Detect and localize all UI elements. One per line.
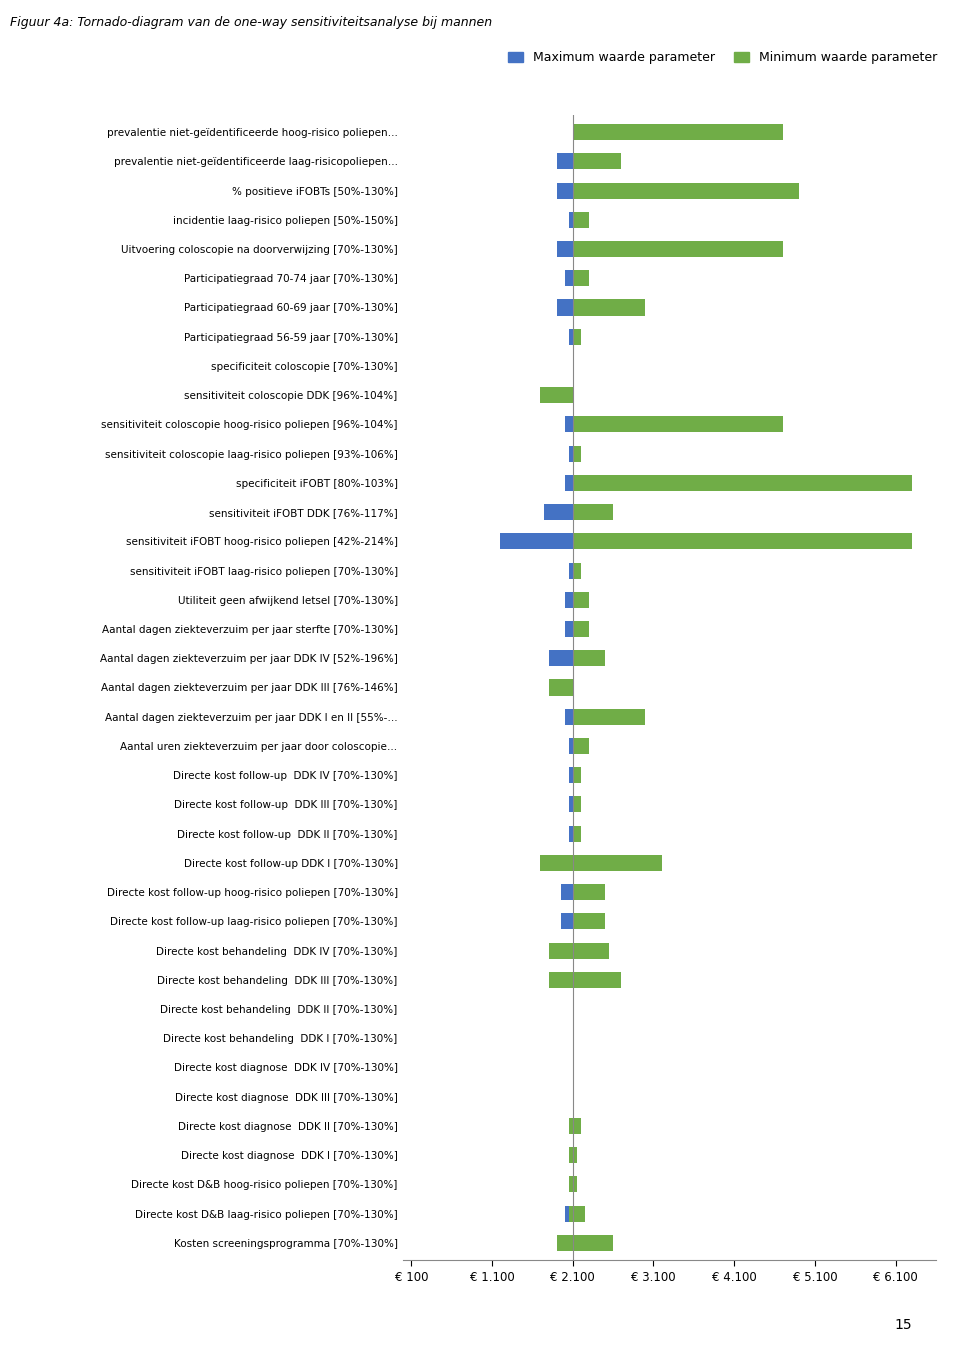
Bar — [564, 1235, 585, 1251]
Bar — [573, 212, 588, 228]
Bar — [573, 650, 605, 666]
Bar — [568, 1117, 581, 1134]
Text: Figuur 4a: Tornado-diagram van de one-way sensitiviteitsanalyse bij mannen: Figuur 4a: Tornado-diagram van de one-wa… — [10, 16, 492, 30]
Bar — [568, 446, 573, 461]
Bar — [548, 972, 621, 988]
Bar — [568, 1177, 573, 1193]
Bar — [557, 1235, 613, 1251]
Bar — [573, 474, 912, 491]
Bar — [573, 124, 782, 140]
Bar — [557, 182, 573, 198]
Bar — [573, 504, 613, 520]
Bar — [548, 679, 573, 696]
Bar — [564, 709, 585, 725]
Bar — [573, 737, 588, 754]
Bar — [573, 417, 782, 433]
Bar — [573, 299, 645, 315]
Bar — [573, 241, 782, 257]
Bar — [573, 825, 581, 841]
Bar — [564, 1205, 573, 1221]
Bar — [573, 534, 912, 550]
Bar — [568, 212, 577, 228]
Bar — [540, 387, 573, 403]
Bar — [564, 621, 573, 638]
Bar — [548, 650, 573, 666]
Bar — [557, 241, 573, 257]
Bar — [573, 592, 588, 608]
Bar — [573, 884, 605, 900]
Bar — [564, 592, 573, 608]
Bar — [568, 737, 573, 754]
Bar — [573, 709, 645, 725]
Bar — [568, 1147, 577, 1163]
Bar — [568, 562, 573, 578]
Bar — [568, 329, 573, 345]
Bar — [573, 797, 581, 813]
Bar — [573, 914, 605, 929]
Bar — [568, 767, 573, 783]
Bar — [564, 474, 573, 491]
Bar — [573, 562, 581, 578]
Bar — [573, 329, 581, 345]
Bar — [568, 797, 573, 813]
Bar — [548, 942, 609, 958]
Bar — [540, 855, 661, 871]
Bar — [544, 504, 573, 520]
Bar — [564, 417, 573, 433]
Legend: Maximum waarde parameter, Minimum waarde parameter: Maximum waarde parameter, Minimum waarde… — [503, 46, 943, 69]
Bar — [568, 1177, 577, 1193]
Bar — [573, 855, 645, 871]
Bar — [561, 884, 588, 900]
Bar — [557, 154, 573, 170]
Bar — [500, 534, 573, 550]
Bar — [564, 270, 577, 286]
Bar — [573, 621, 588, 638]
Bar — [568, 825, 573, 841]
Bar — [573, 270, 588, 286]
Bar — [573, 972, 597, 988]
Bar — [573, 182, 799, 198]
Bar — [568, 387, 573, 403]
Bar — [573, 446, 581, 461]
Bar — [557, 299, 573, 315]
Bar — [561, 942, 588, 958]
Bar — [568, 1205, 585, 1221]
Bar — [573, 154, 621, 170]
Text: 15: 15 — [895, 1318, 912, 1332]
Bar — [561, 914, 588, 929]
Bar — [573, 767, 581, 783]
